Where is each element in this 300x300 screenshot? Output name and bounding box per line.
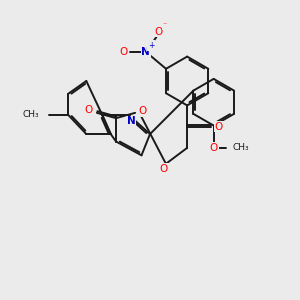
Text: O: O: [119, 47, 128, 57]
Text: O: O: [154, 27, 163, 37]
Text: O: O: [138, 106, 147, 116]
Text: N: N: [142, 47, 150, 57]
Text: O: O: [160, 164, 168, 174]
Text: +: +: [148, 41, 154, 50]
Text: O: O: [210, 143, 218, 153]
Text: ⁻: ⁻: [163, 21, 167, 30]
Text: CH₃: CH₃: [23, 110, 40, 119]
Text: N: N: [127, 116, 135, 126]
Text: O: O: [84, 105, 93, 115]
Text: O: O: [215, 122, 223, 132]
Text: CH₃: CH₃: [233, 143, 249, 152]
